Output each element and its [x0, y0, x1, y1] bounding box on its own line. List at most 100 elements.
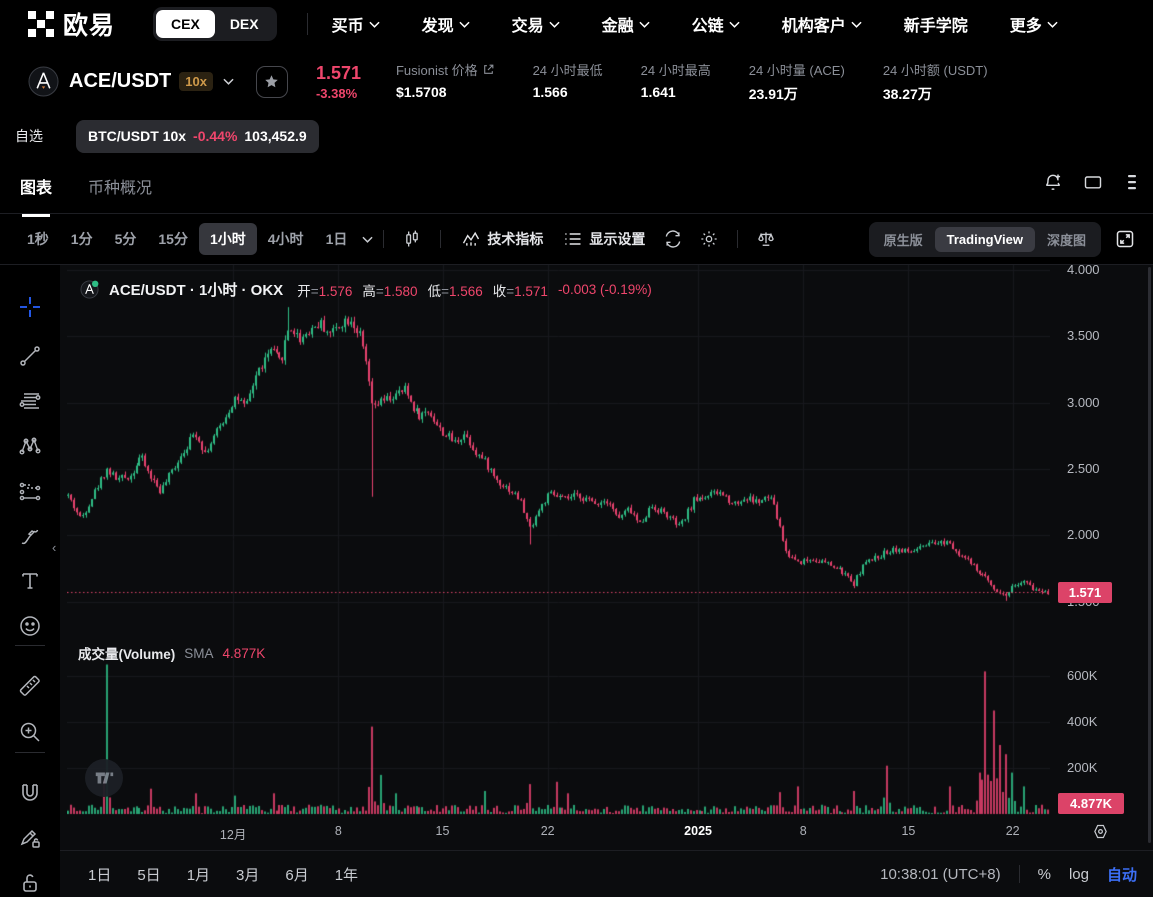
timeframe-1[interactable]: 1分: [70, 231, 93, 247]
view-mode-0[interactable]: 原生版: [883, 232, 923, 248]
timeframe-chevron-down-icon[interactable]: [362, 236, 373, 243]
range-1[interactable]: 5日: [137, 866, 161, 884]
nav-item-5[interactable]: 机构客户: [782, 12, 862, 36]
compare-scale-icon[interactable]: [748, 229, 784, 249]
nav-item-3[interactable]: 金融: [602, 12, 650, 36]
range-3[interactable]: 3月: [236, 866, 260, 884]
fib-lines-tool-icon[interactable]: [18, 389, 42, 413]
view-mode-1[interactable]: TradingView: [934, 226, 1035, 252]
position-tool-tool-icon[interactable]: [18, 479, 42, 503]
time-tick: 15: [901, 824, 916, 838]
star-icon: [265, 75, 279, 88]
window-icon[interactable]: [1083, 172, 1103, 192]
nav-item-7[interactable]: 更多: [1010, 12, 1058, 36]
logo-text: 欧易: [63, 12, 116, 40]
crosshair-tool-icon[interactable]: [18, 295, 42, 319]
stat-1: 24 小时最低 1.566: [532, 62, 603, 100]
time-axis-settings-icon[interactable]: [1092, 823, 1109, 845]
time-tick: 22: [1005, 824, 1020, 838]
volume-value-badge: 4.877K: [1058, 793, 1124, 814]
sidebar-collapse-handle[interactable]: ‹: [52, 540, 57, 555]
toggle-cex[interactable]: CEX: [156, 10, 215, 38]
range-0[interactable]: 1日: [88, 866, 112, 884]
okx-logo-icon: [28, 11, 54, 37]
settings-gear-icon[interactable]: [691, 229, 727, 249]
display-settings-button[interactable]: 显示设置: [553, 229, 655, 249]
watch-pair: BTC/USDT 10x: [88, 128, 187, 144]
chart-view-switcher: 原生版 TradingView 深度图: [868, 221, 1101, 257]
nav-separator: [306, 13, 308, 35]
tradingview-watermark-logo[interactable]: [85, 759, 123, 797]
nav-menu: 买币 发现 交易 金融 公链 机构客户 新手学院 更多: [332, 12, 1058, 36]
range-2[interactable]: 1月: [186, 866, 211, 884]
indicators-button[interactable]: 技术指标: [451, 229, 553, 249]
range-4[interactable]: 6月: [285, 866, 309, 884]
more-menu-icon[interactable]: [1123, 172, 1139, 192]
scrollbar[interactable]: [1148, 267, 1151, 843]
watchlist-item-btcusdt[interactable]: BTC/USDT 10x -0.44% 103,452.9: [76, 119, 319, 153]
okx-logo[interactable]: 欧易: [28, 6, 115, 42]
lock-tool-icon[interactable]: [18, 871, 42, 895]
clock[interactable]: 10:38:01 (UTC+8): [880, 865, 1001, 883]
zoom-in-tool-icon[interactable]: [18, 720, 42, 744]
stat-4: 24 小时额 (USDT) 38.27万: [882, 62, 988, 102]
ticker-bar: ACE/USDT 10x 1.571 -3.38% Fusionist 价格 $1…: [0, 48, 1153, 115]
stat-0: Fusionist 价格 $1.5708: [396, 60, 495, 104]
emoji-tool-icon[interactable]: [18, 614, 42, 638]
chart-toolbar: 1秒 1分 5分 15分 1小时 4小时 1日 技术指标 显示设置: [0, 214, 1153, 265]
timeframe-2[interactable]: 5分: [114, 231, 137, 247]
candle-style-icon[interactable]: [394, 229, 430, 249]
timeframe-3[interactable]: 15分: [158, 231, 188, 247]
nav-item-0[interactable]: 买币: [332, 12, 380, 36]
trend-line-tool-icon[interactable]: [18, 344, 42, 368]
timeframe-4[interactable]: 1小时: [198, 223, 257, 255]
xabcd-pattern-tool-icon[interactable]: [18, 434, 42, 458]
view-mode-2[interactable]: 深度图: [1046, 232, 1086, 248]
pair-name[interactable]: ACE/USDT: [69, 70, 172, 92]
auto-scale-button[interactable]: 自动: [1106, 866, 1137, 884]
legend-open: 开=1.576: [297, 283, 353, 299]
legend-close: 收=1.571: [492, 283, 548, 299]
brush-tool-icon[interactable]: [18, 524, 42, 548]
timeframe-5[interactable]: 4小时: [267, 231, 304, 247]
price-block: 1.571 -3.38%: [316, 63, 388, 101]
range-5[interactable]: 1年: [334, 866, 359, 884]
text-tool-tool-icon[interactable]: [18, 569, 42, 593]
volume-legend: 成交量(Volume) SMA 4.877K: [78, 643, 265, 663]
price-tick: 3.000: [1067, 394, 1100, 410]
external-link: Fusionist 价格: [396, 60, 495, 79]
tab-1[interactable]: 币种概况: [88, 180, 153, 197]
display-settings-icon: [565, 233, 581, 245]
timeframe-0[interactable]: 1秒: [27, 231, 49, 247]
tab-0[interactable]: 图表: [20, 174, 52, 217]
draw-lock-tool-icon[interactable]: [18, 826, 42, 850]
favorite-star-button[interactable]: [255, 65, 288, 98]
volume-sma-label: SMA: [184, 645, 214, 661]
tabs-row: 图表 币种概况: [0, 157, 1153, 217]
log-scale-button[interactable]: log: [1068, 865, 1089, 883]
nav-item-2[interactable]: 交易: [512, 12, 560, 36]
timeframe-6[interactable]: 1日: [325, 231, 348, 247]
time-tick: 12月: [219, 828, 247, 842]
watchlist-label[interactable]: 自选: [15, 128, 43, 144]
toggle-dex[interactable]: DEX: [229, 16, 259, 32]
time-tick: 8: [799, 824, 807, 838]
fullscreen-expand-icon[interactable]: [1115, 229, 1135, 249]
volume-tick: 400K: [1067, 714, 1098, 729]
replay-icon[interactable]: [655, 229, 691, 249]
volume-title[interactable]: 成交量(Volume): [78, 647, 176, 662]
legend-symbol[interactable]: ACE/USDT · 1小时 · OKX: [109, 282, 284, 299]
ruler-tool-icon[interactable]: [18, 674, 42, 698]
nav-item-6[interactable]: 新手学院: [903, 18, 968, 35]
nav-item-4[interactable]: 公链: [692, 12, 740, 36]
percent-scale-button[interactable]: %: [1037, 865, 1051, 883]
chart-region: ACE/USDT · 1小时 · OKX 开=1.576 高=1.580 低=1…: [60, 262, 1153, 850]
legend-low: 低=1.566: [427, 283, 483, 299]
nav-item-1[interactable]: 发现: [422, 12, 470, 36]
price-chart-canvas[interactable]: [67, 265, 1050, 825]
magnet-tool-icon[interactable]: [18, 781, 42, 805]
pair-chevron-down-icon[interactable]: [223, 78, 234, 85]
alert-add-icon[interactable]: [1043, 172, 1063, 192]
leverage-badge: 10x: [179, 72, 213, 91]
